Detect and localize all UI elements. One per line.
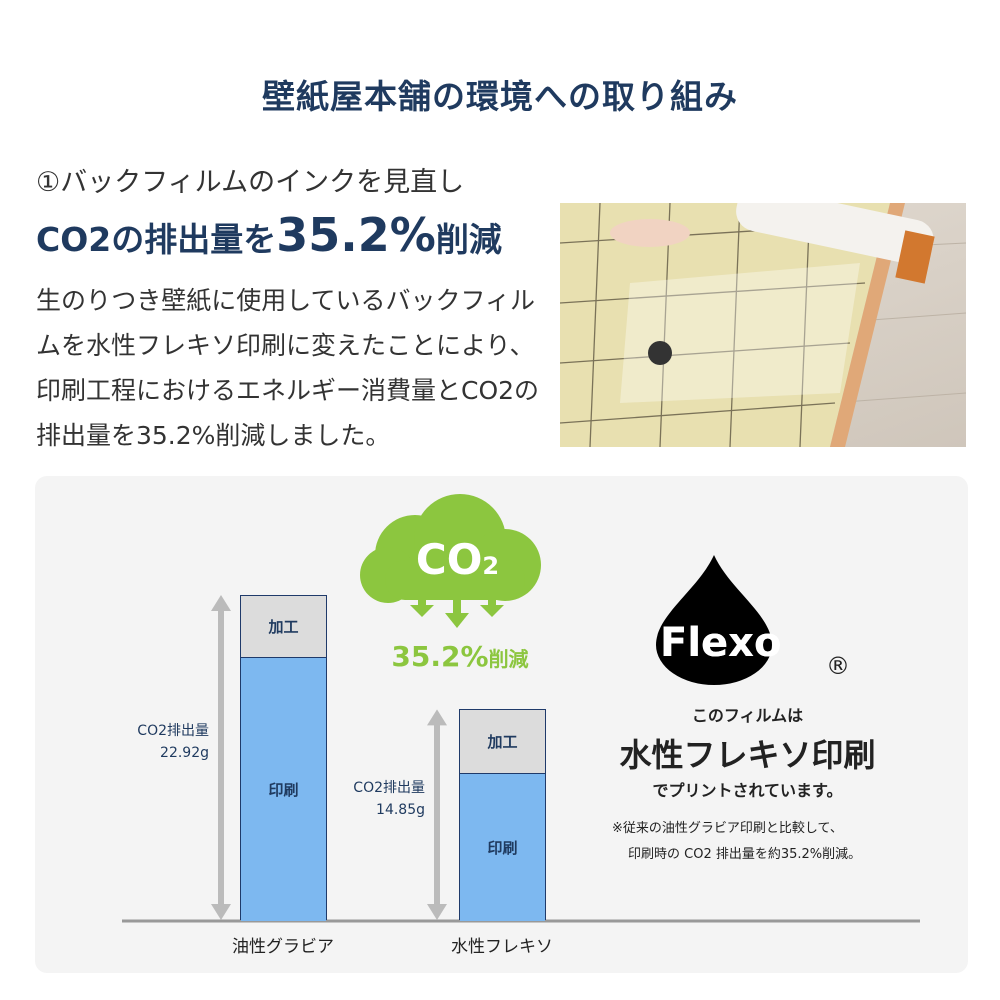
flexo-line1: このフィルムは	[691, 706, 804, 725]
co2-label: CO2	[415, 535, 500, 584]
category-label: 油性グラビア	[232, 937, 334, 957]
flexo-line3: でプリントされています。	[652, 781, 843, 800]
headline-suffix: 削減	[435, 220, 502, 259]
down-arrows-icon	[410, 595, 504, 628]
stacked-bar: 加工 印刷	[459, 709, 546, 921]
total-label-text: CO2排出量	[353, 779, 425, 796]
page-title: 壁紙屋本舗の環境への取り組み	[262, 77, 738, 116]
product-photo	[560, 203, 966, 447]
double-arrow-icon	[427, 709, 447, 920]
bar-segment-print: 印刷	[460, 772, 545, 921]
section-paragraph: 生のりつき壁紙に使用しているバックフィルムを水性フレキソ印刷に変えたことにより、…	[36, 286, 540, 450]
co2-total-label: CO2排出量 22.92g	[91, 720, 209, 764]
reduction-label: 35.2%削減	[391, 640, 529, 673]
stacked-bar: 加工 印刷	[240, 595, 327, 921]
category-label: 水性フレキソ	[451, 937, 553, 957]
film-roll-image	[560, 203, 966, 447]
total-label-text: CO2排出量	[137, 722, 209, 739]
section-subtitle: ①バックフィルムのインクを見直し	[36, 167, 465, 198]
section-headline: CO2の排出量を35.2%削減	[36, 208, 502, 262]
co2-total-label: CO2排出量 14.85g	[307, 777, 425, 821]
bar-segment-print: 印刷	[241, 657, 326, 921]
bar-segment-process: 加工	[460, 710, 545, 773]
flexo-line2: 水性フレキソ印刷	[619, 736, 876, 774]
total-value: 22.92g	[160, 744, 209, 761]
flexo-logo-text: Flexo	[660, 620, 782, 666]
registered-mark: ®	[826, 652, 850, 680]
bar-segment-process: 加工	[241, 596, 326, 658]
flexo-note1: ※従来の油性グラビア印刷と比較して、	[612, 821, 843, 836]
water-drop-icon	[656, 555, 772, 685]
double-arrow-icon	[211, 595, 231, 920]
flexo-note2: 印刷時の CO2 排出量を約35.2%削減。	[628, 847, 862, 862]
headline-prefix: CO2の排出量を	[36, 220, 277, 259]
headline-value: 35.2%	[276, 208, 436, 262]
cloud-icon	[360, 494, 541, 603]
total-value: 14.85g	[376, 801, 425, 818]
